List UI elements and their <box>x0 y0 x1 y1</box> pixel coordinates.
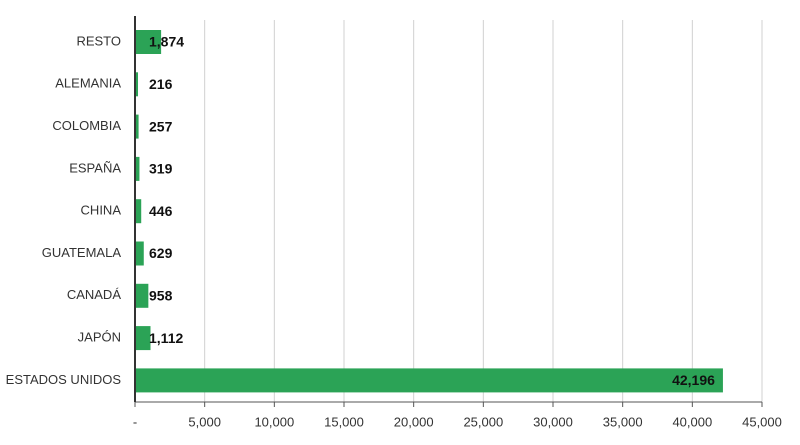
x-tick-label: 5,000 <box>188 414 221 429</box>
category-label: ESPAÑA <box>69 160 121 175</box>
x-tick-label: 35,000 <box>603 414 643 429</box>
bar <box>135 114 139 139</box>
x-tick-label: 20,000 <box>394 414 434 429</box>
value-label: 629 <box>149 245 173 261</box>
value-label: 257 <box>149 118 173 134</box>
bar <box>135 72 139 97</box>
category-label: JAPÓN <box>78 330 121 345</box>
value-label: 1,112 <box>149 330 183 346</box>
value-label: 42,196 <box>672 372 715 388</box>
category-label: CANADÁ <box>67 287 122 302</box>
x-tick-label: 40,000 <box>672 414 712 429</box>
bar <box>135 368 723 393</box>
x-tick-label: - <box>133 414 137 429</box>
value-label: 958 <box>149 288 173 304</box>
bar <box>135 156 140 181</box>
bar <box>135 241 144 266</box>
value-label: 319 <box>149 161 173 177</box>
x-tick-label: 45,000 <box>742 414 782 429</box>
bar <box>135 30 162 54</box>
bar <box>135 199 142 224</box>
bar <box>135 326 151 351</box>
value-label: 1,874 <box>149 34 184 50</box>
category-label: GUATEMALA <box>42 245 122 260</box>
x-tick-label: 10,000 <box>254 414 294 429</box>
value-label: 216 <box>149 76 173 92</box>
category-label: ESTADOS UNIDOS <box>6 372 122 387</box>
category-label: ALEMANIA <box>55 76 121 91</box>
x-tick-label: 30,000 <box>533 414 573 429</box>
bar <box>135 283 149 308</box>
x-tick-label: 25,000 <box>463 414 503 429</box>
category-label: COLOMBIA <box>52 118 121 133</box>
value-label: 446 <box>149 203 173 219</box>
x-tick-label: 15,000 <box>324 414 364 429</box>
category-label: RESTO <box>76 33 121 48</box>
category-label: CHINA <box>81 203 122 218</box>
